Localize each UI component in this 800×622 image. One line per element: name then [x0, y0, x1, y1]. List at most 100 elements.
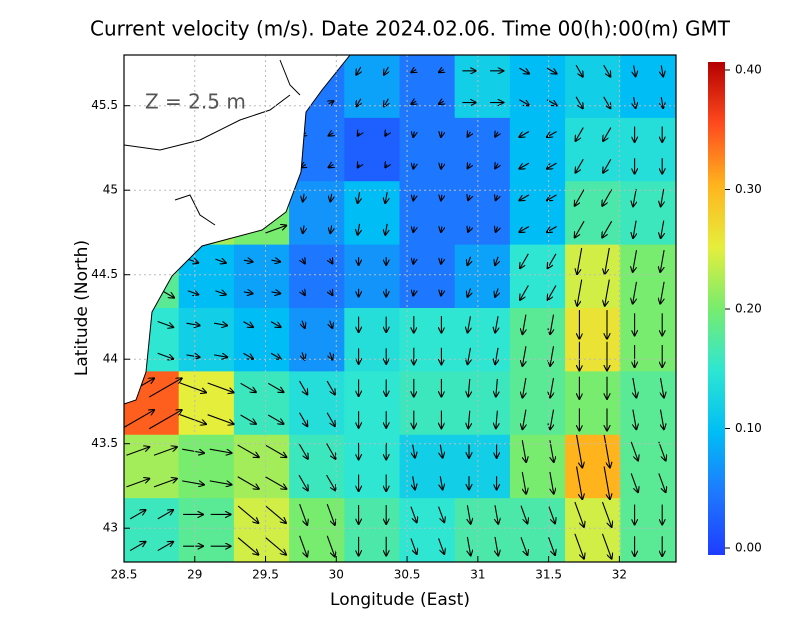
- speed-cell: [344, 371, 401, 436]
- current-arrow: [441, 132, 442, 137]
- current-arrow: [605, 279, 610, 306]
- x-tick-label: 30: [329, 568, 344, 582]
- x-tick-label: 31.5: [535, 568, 562, 582]
- current-arrow: [157, 352, 174, 359]
- current-arrow: [240, 414, 256, 424]
- speed-cell: [454, 181, 511, 246]
- current-arrow: [215, 259, 225, 263]
- current-arrow: [658, 473, 666, 492]
- current-arrow: [299, 380, 308, 394]
- current-arrow: [330, 320, 333, 328]
- speed-cell: [124, 434, 180, 500]
- speed-cell: [289, 244, 346, 309]
- speed-cell: [124, 498, 180, 562]
- current-arrow: [302, 320, 305, 328]
- colorbar-tick-label: 0.30: [735, 182, 762, 196]
- speed-cell: [399, 308, 456, 373]
- speed-cell: [565, 181, 622, 246]
- current-arrow: [302, 290, 305, 295]
- current-arrow: [495, 164, 498, 169]
- current-arrow: [413, 476, 415, 489]
- current-arrow: [358, 133, 360, 136]
- speed-cell: [620, 371, 676, 436]
- current-arrow: [330, 225, 331, 233]
- speed-cell: [399, 244, 456, 309]
- current-arrow: [603, 127, 612, 141]
- current-arrow: [237, 476, 259, 489]
- speed-cell: [620, 55, 676, 119]
- current-arrow: [302, 259, 305, 264]
- land: [123, 54, 352, 405]
- speed-cell: [344, 55, 401, 119]
- speed-cell: [565, 371, 622, 436]
- current-arrow: [550, 409, 553, 429]
- speed-cell: [509, 371, 567, 436]
- current-arrow: [633, 409, 636, 429]
- current-arrow: [299, 503, 308, 525]
- current-arrow: [237, 505, 258, 523]
- current-arrow: [550, 377, 553, 397]
- annotation: Z = 2.5 m: [145, 90, 246, 114]
- current-arrow: [633, 281, 638, 304]
- current-arrow: [326, 535, 335, 557]
- speed-cell: [399, 434, 456, 500]
- current-arrow: [413, 163, 414, 168]
- speed-cell: [399, 371, 456, 436]
- speed-cell: [509, 55, 567, 119]
- current-arrow: [441, 227, 442, 232]
- current-arrow: [438, 506, 445, 523]
- speed-cell: [289, 498, 346, 562]
- y-tick-label: 43.5: [91, 436, 118, 450]
- current-arrow: [299, 535, 308, 557]
- current-arrow: [519, 194, 530, 201]
- current-arrow: [546, 67, 557, 74]
- current-arrow: [468, 347, 471, 364]
- current-arrow: [148, 378, 181, 398]
- speed-cell: [399, 117, 456, 183]
- current-arrow: [385, 133, 387, 136]
- speed-cell: [509, 244, 567, 309]
- current-arrow: [179, 382, 206, 392]
- current-arrow: [303, 193, 304, 202]
- current-arrow: [440, 444, 442, 458]
- current-arrow: [468, 227, 470, 232]
- x-tick-label: 29: [187, 568, 202, 582]
- speed-cell: [454, 308, 511, 373]
- speed-cell: [289, 434, 346, 500]
- speed-cell: [454, 244, 511, 309]
- current-arrow: [496, 378, 498, 397]
- x-axis-label: Longitude (East): [330, 590, 470, 610]
- current-arrow: [547, 194, 557, 201]
- speed-cell: [178, 308, 235, 373]
- current-arrow: [658, 441, 666, 461]
- current-arrow: [495, 288, 498, 297]
- current-arrow: [660, 409, 663, 429]
- current-arrow: [186, 323, 200, 325]
- current-arrow: [441, 163, 442, 168]
- speed-cell: [620, 181, 676, 246]
- speed-cell: [509, 308, 567, 373]
- x-tick-label: 28.5: [111, 568, 138, 582]
- speed-cell: [509, 181, 567, 246]
- current-arrow: [413, 290, 414, 295]
- speed-cell: [509, 434, 567, 500]
- current-arrow: [605, 247, 610, 274]
- speed-cell: [178, 498, 235, 562]
- speed-cell: [233, 371, 291, 436]
- current-arrow: [209, 480, 232, 485]
- speed-cell: [344, 181, 401, 246]
- current-arrow: [521, 471, 526, 494]
- current-arrow: [577, 247, 583, 274]
- current-arrow: [467, 288, 470, 297]
- current-arrow: [468, 410, 470, 429]
- current-arrow: [520, 505, 527, 524]
- current-arrow: [661, 220, 664, 238]
- current-arrow: [468, 316, 471, 332]
- current-arrow: [356, 66, 360, 75]
- current-arrow: [179, 414, 206, 424]
- current-arrow: [634, 65, 636, 76]
- current-arrow: [495, 316, 498, 332]
- current-arrow: [182, 448, 204, 453]
- current-arrow: [574, 501, 584, 527]
- current-arrow: [575, 220, 585, 237]
